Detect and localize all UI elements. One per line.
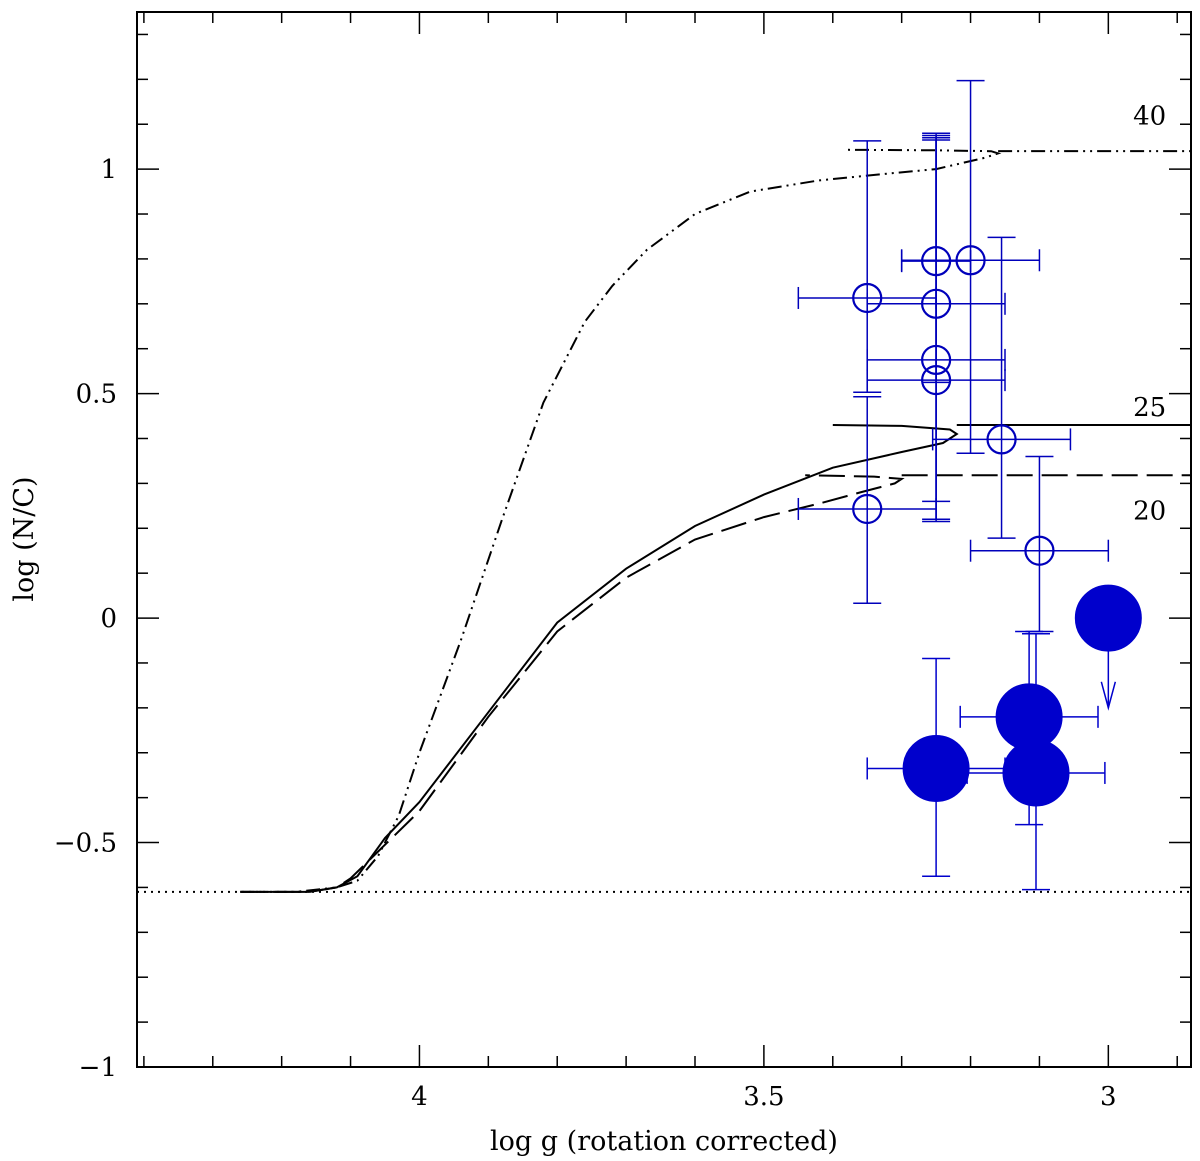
open-data-point: [931, 236, 1072, 539]
y-tick-label: −0.5: [54, 829, 117, 859]
open-marker: [921, 365, 952, 396]
upper-limit-arrow: [1100, 681, 1117, 711]
model-track-40: [240, 148, 1002, 893]
open-marker: [986, 424, 1017, 455]
filled-marker: [1002, 739, 1070, 807]
y-tick-label: −1: [79, 1053, 117, 1083]
x-tick-label: 4: [411, 1082, 428, 1112]
model-label-20: 20: [1133, 496, 1166, 526]
filled-marker: [995, 683, 1063, 751]
y-tick-label: 0.5: [76, 380, 117, 410]
model-track-20: [240, 474, 905, 893]
filled-marker: [1074, 584, 1142, 652]
y-tick-label: 0: [100, 604, 117, 634]
x-tick-label: 3.5: [743, 1082, 784, 1112]
open-marker: [955, 245, 986, 276]
data-points: [797, 79, 1142, 891]
x-axis-label: log g (rotation corrected): [490, 1126, 838, 1157]
x-tick-label: 3: [1100, 1082, 1117, 1112]
model-tracks: [137, 148, 1191, 893]
model-track-25: [240, 424, 959, 893]
open-data-point: [969, 455, 1110, 633]
model-label-25: 25: [1133, 393, 1166, 423]
axis-ticks: [137, 12, 1191, 1068]
y-axis-label: log (N/C): [9, 476, 40, 601]
model-labels: 40 25 20: [1133, 101, 1166, 526]
open-data-point: [900, 79, 1041, 455]
filled-marker: [902, 734, 970, 802]
open-data-point: [797, 395, 937, 604]
filled-data-point: [1074, 584, 1142, 711]
open-marker: [852, 493, 883, 525]
axis-tick-labels: −1 −0.5 0 0.5 1 4 3.5 3: [54, 155, 1117, 1112]
y-tick-label: 1: [100, 155, 117, 185]
model-label-40: 40: [1133, 101, 1166, 131]
plot-frame: [136, 11, 1192, 1068]
filled-data-point: [959, 630, 1099, 826]
open-marker: [1024, 535, 1055, 566]
filled-data-point: [966, 633, 1106, 891]
